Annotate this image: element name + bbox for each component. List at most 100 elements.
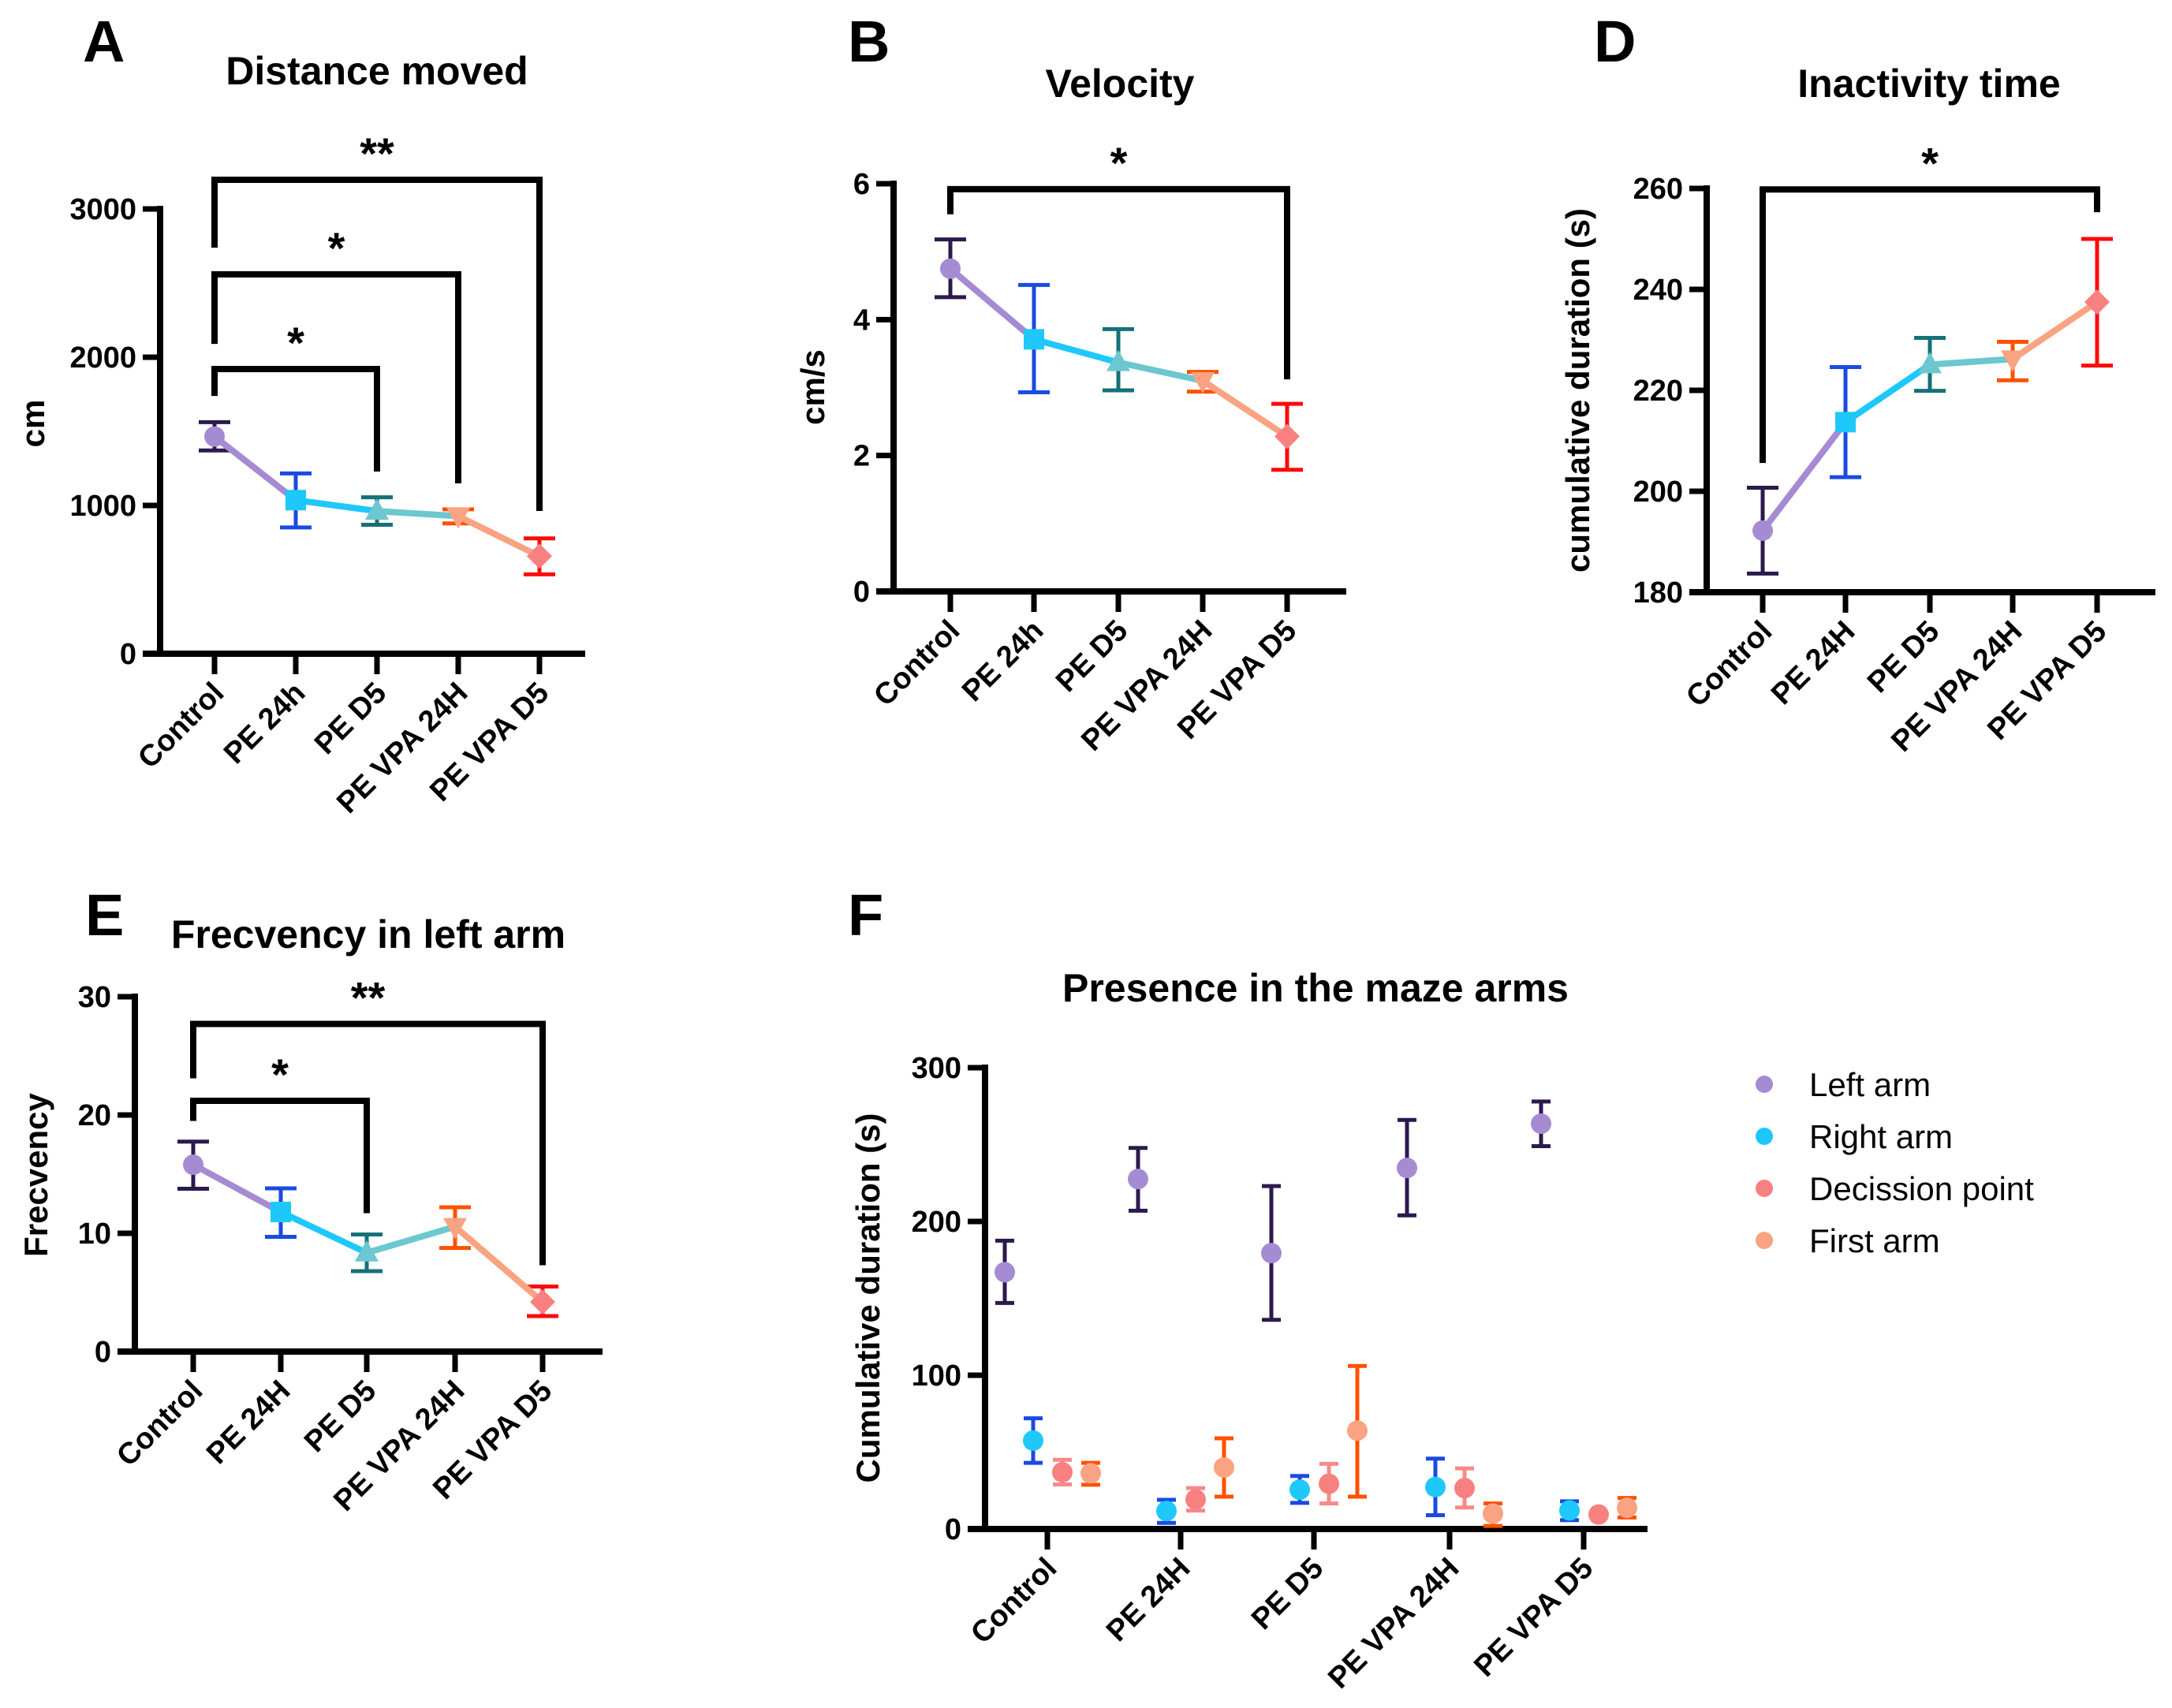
bracket-line bbox=[1760, 186, 2100, 464]
y-tick-label: 200 bbox=[1633, 475, 1683, 509]
legend-item: Decission point bbox=[1756, 1170, 2034, 1207]
data-point-square bbox=[271, 1202, 291, 1222]
data-point bbox=[1531, 1113, 1551, 1134]
panel-title: Inactivity time bbox=[1797, 62, 2060, 106]
series-line-segment bbox=[192, 1162, 282, 1215]
series-line-segment bbox=[453, 1224, 545, 1305]
y-axis-label: cm bbox=[14, 400, 51, 448]
panel-title: Presence in the maze arms bbox=[1062, 966, 1569, 1010]
series-line-segment bbox=[376, 508, 459, 520]
data-point bbox=[1261, 1243, 1282, 1264]
x-tick-label: Control bbox=[1680, 615, 1778, 714]
significance-bracket: * bbox=[947, 138, 1290, 380]
y-tick-label: 20 bbox=[78, 1099, 111, 1132]
series-line-segment bbox=[1843, 362, 1932, 425]
series-right-arm bbox=[1023, 1416, 1580, 1525]
significance-label: * bbox=[1921, 138, 1939, 188]
series-first-arm bbox=[1080, 1363, 1637, 1528]
significance-label: * bbox=[271, 1050, 289, 1099]
significance-bracket: * bbox=[211, 318, 380, 472]
data-point-square bbox=[285, 490, 306, 511]
significance-bracket: * bbox=[190, 1050, 370, 1214]
series-decission-point bbox=[1052, 1457, 1609, 1525]
significance-label: * bbox=[328, 223, 345, 273]
panel-presence-maze-arms: F Presence in the maze arms Cumulative d… bbox=[848, 882, 2034, 1695]
data-point bbox=[995, 1262, 1015, 1283]
data-point bbox=[1588, 1504, 1609, 1525]
significance-bracket: ** bbox=[190, 973, 546, 1266]
significance-bracket: * bbox=[211, 223, 461, 483]
bracket-line bbox=[211, 366, 380, 472]
series-line-segment bbox=[457, 513, 541, 559]
data-point bbox=[1617, 1497, 1637, 1519]
data-point bbox=[1425, 1476, 1446, 1497]
data-point bbox=[1214, 1457, 1234, 1478]
significance-bracket: ** bbox=[211, 129, 543, 511]
data-point bbox=[1397, 1158, 1417, 1179]
bracket-line bbox=[190, 1020, 546, 1266]
y-tick-label: 0 bbox=[853, 576, 870, 609]
data-point bbox=[1128, 1169, 1148, 1190]
series-line-segment bbox=[365, 1223, 457, 1256]
series-line-segment bbox=[1032, 336, 1120, 366]
bracket-line bbox=[190, 1098, 370, 1214]
data-point bbox=[1156, 1501, 1177, 1522]
bracket-line bbox=[211, 270, 461, 483]
series-line-segment bbox=[948, 266, 1036, 342]
series-line-segment bbox=[1929, 356, 2013, 368]
y-tick-label: 240 bbox=[1633, 274, 1683, 307]
y-tick-label: 260 bbox=[1633, 173, 1683, 206]
panel-letter: D bbox=[1594, 9, 1636, 74]
data-point bbox=[1289, 1479, 1310, 1501]
data-point-circle bbox=[204, 426, 225, 447]
x-tick-label: Control bbox=[110, 1374, 209, 1473]
y-tick-label: 2 bbox=[853, 440, 870, 473]
y-tick-label: 0 bbox=[945, 1513, 961, 1546]
panel-frecvency-left-arm: E Frecvency in left arm Frecvency 0 10 20 3… bbox=[17, 882, 603, 1518]
legend-marker bbox=[1756, 1232, 1773, 1249]
significance-label: * bbox=[287, 318, 304, 367]
y-tick-label: 0 bbox=[95, 1336, 111, 1369]
legend-label: First arm bbox=[1809, 1222, 1940, 1259]
bracket-line bbox=[211, 176, 543, 511]
significance-bracket: * bbox=[1760, 138, 2100, 464]
legend-label: Left arm bbox=[1809, 1066, 1931, 1103]
x-tick-label: PE 24H bbox=[200, 1374, 297, 1471]
y-tick-label: 0 bbox=[120, 638, 136, 671]
x-tick-label: PE VPA D5 bbox=[1468, 1552, 1599, 1684]
data-point-triangle bbox=[355, 1240, 379, 1262]
series-line-segment bbox=[2010, 299, 2099, 362]
series-line-segment bbox=[1760, 420, 1849, 533]
series-line-segment bbox=[1118, 359, 1204, 384]
series-line-segment bbox=[279, 1209, 368, 1256]
data-point-inverted-triangle bbox=[1191, 371, 1215, 393]
y-tick-label: 300 bbox=[912, 1052, 961, 1085]
legend-label: Decission point bbox=[1809, 1170, 2034, 1207]
series-left-arm bbox=[995, 1099, 1551, 1322]
x-tick-label: PE 24h bbox=[218, 677, 312, 770]
y-tick-label: 2000 bbox=[69, 341, 136, 375]
series-line-segment bbox=[295, 497, 378, 515]
y-tick-label: 4 bbox=[853, 304, 870, 337]
data-point bbox=[1347, 1420, 1368, 1441]
y-axis-label: cumulative duration (s) bbox=[1559, 208, 1596, 572]
panel-distance-moved: A Distance moved cm 0 1000 2000 3000 Control… bbox=[14, 9, 585, 820]
bracket-line bbox=[947, 185, 1290, 380]
data-point bbox=[1483, 1503, 1503, 1524]
y-axis-label: cm/s bbox=[794, 349, 831, 425]
data-point-inverted-triangle bbox=[2001, 350, 2025, 372]
y-tick-label: 180 bbox=[1633, 576, 1683, 610]
series-line-segment bbox=[1200, 378, 1289, 439]
significance-label: ** bbox=[351, 973, 386, 1023]
data-point bbox=[1080, 1463, 1101, 1484]
data-point-circle bbox=[183, 1154, 203, 1175]
y-axis-label: Frecvency bbox=[17, 1092, 54, 1256]
data-point-circle bbox=[1752, 520, 1773, 541]
data-point-square bbox=[1835, 412, 1856, 433]
legend-item: First arm bbox=[1756, 1222, 1940, 1259]
data-point-circle bbox=[940, 258, 961, 279]
x-tick-label: Control bbox=[132, 677, 230, 775]
data-point-triangle bbox=[1918, 352, 1942, 374]
data-point bbox=[1023, 1430, 1043, 1451]
x-tick-label: Control bbox=[868, 614, 966, 713]
